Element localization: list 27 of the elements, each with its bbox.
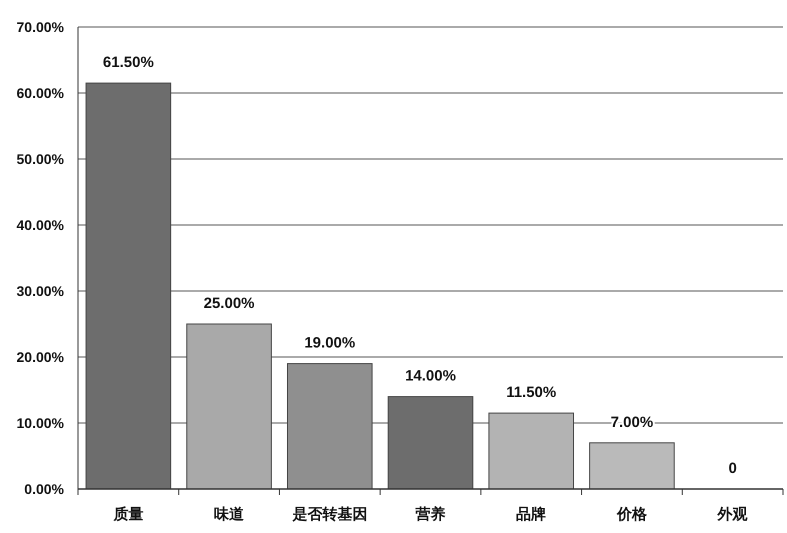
bar	[488, 412, 574, 490]
x-tick-label: 品牌	[516, 506, 546, 523]
x-tick-label: 是否转基因	[291, 506, 368, 523]
bar	[186, 324, 272, 490]
y-tick-label: 50.00%	[16, 151, 65, 167]
y-tick-label: 30.00%	[16, 283, 65, 299]
y-tick-label: 60.00%	[16, 85, 65, 101]
x-tick-label: 味道	[214, 506, 246, 523]
bar	[589, 442, 675, 490]
y-tick-label: 40.00%	[16, 217, 65, 233]
y-tick-label: 20.00%	[16, 349, 65, 365]
x-tick-label: 外观	[716, 506, 749, 523]
data-label: 19.00%	[304, 334, 356, 352]
bar	[388, 396, 474, 490]
data-label: 0	[728, 460, 737, 477]
y-tick-label: 0.00%	[24, 481, 65, 497]
x-tick-label: 质量	[112, 506, 144, 523]
bar	[286, 363, 373, 490]
x-tick-label: 价格	[616, 506, 648, 523]
y-tick-label: 10.00%	[16, 415, 65, 431]
data-label: 25.00%	[204, 295, 255, 312]
bar	[86, 82, 172, 490]
data-label: 11.50%	[506, 384, 556, 402]
y-tick-label: 70.00%	[16, 19, 65, 35]
x-tick-label: 营养	[414, 505, 446, 523]
data-label: 61.50%	[102, 54, 154, 72]
data-label: 14.00%	[405, 368, 456, 385]
